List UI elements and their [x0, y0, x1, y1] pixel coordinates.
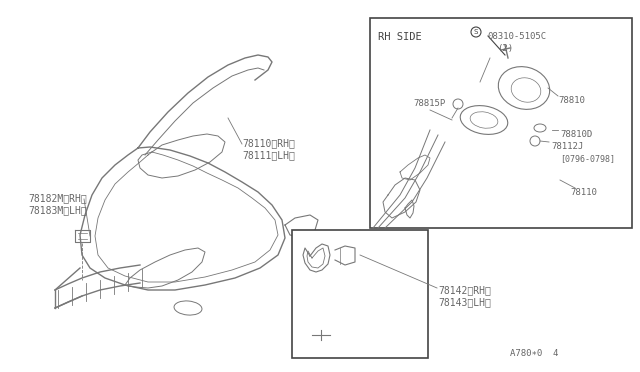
Text: 78110: 78110	[570, 188, 597, 197]
Text: 78182M〈RH〉: 78182M〈RH〉	[28, 193, 87, 203]
Text: 08310-5105C: 08310-5105C	[487, 32, 546, 41]
Text: 78810D: 78810D	[560, 130, 592, 139]
Bar	[292, 230, 428, 358]
Text: 78815P: 78815P	[413, 99, 445, 108]
Text: 78110〈RH〉: 78110〈RH〉	[242, 138, 295, 148]
Text: 78142〈RH〉: 78142〈RH〉	[438, 285, 491, 295]
Text: 78183M〈LH〉: 78183M〈LH〉	[28, 205, 87, 215]
Text: 78111〈LH〉: 78111〈LH〉	[242, 150, 295, 160]
Text: 78112J: 78112J	[551, 142, 583, 151]
Text: (2): (2)	[497, 44, 513, 53]
Text: [0796-0798]: [0796-0798]	[560, 154, 615, 163]
Bar	[370, 18, 632, 228]
Text: RH SIDE: RH SIDE	[378, 32, 422, 42]
Text: A780∗0  4: A780∗0 4	[510, 349, 558, 358]
Text: S: S	[474, 29, 478, 35]
Text: 78810: 78810	[558, 96, 585, 105]
Text: 78143〈LH〉: 78143〈LH〉	[438, 297, 491, 307]
